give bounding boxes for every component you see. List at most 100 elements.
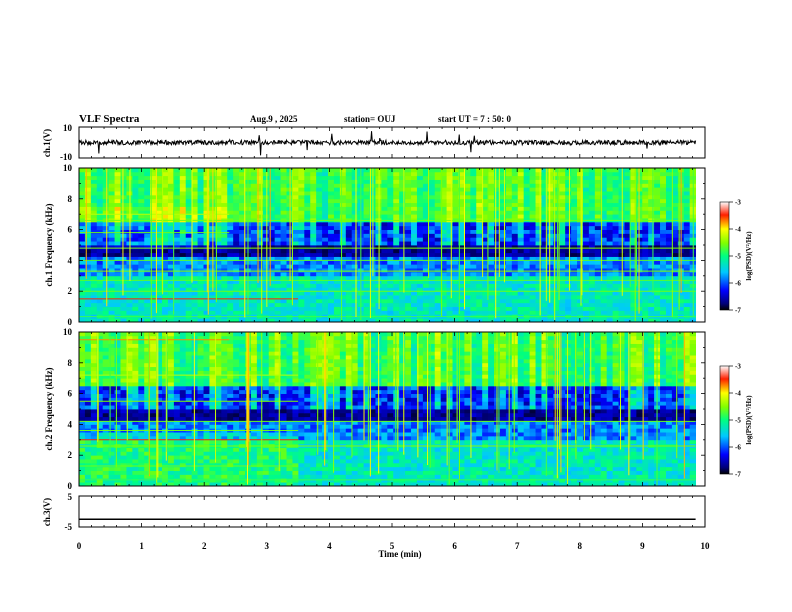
spectrogram-cell: [547, 466, 554, 471]
spectrogram-cell: [84, 214, 92, 219]
spectrogram-cell: [529, 459, 536, 464]
spectrogram-cell: [381, 237, 388, 242]
spectrogram-cell: [511, 225, 519, 230]
spectrogram-cell: [434, 179, 442, 184]
spectrogram-cell: [132, 179, 139, 184]
spectrogram-cell: [167, 187, 175, 192]
spectrogram-cell: [660, 191, 667, 196]
spectrogram-cell: [547, 214, 554, 219]
spectrogram-cell: [162, 287, 169, 292]
spectrogram-cell: [494, 279, 501, 284]
spectrogram-cell: [452, 229, 459, 234]
spectrogram-cell: [132, 221, 139, 227]
spectrogram-cell: [173, 283, 181, 288]
spectrogram-cell: [547, 310, 554, 315]
spectrogram-cell: [630, 179, 637, 184]
spectrogram-cell: [351, 260, 359, 265]
spectrogram-cell: [624, 187, 631, 192]
spectrogram-cell: [618, 252, 625, 257]
spectrogram-cell: [132, 171, 139, 177]
spectrogram-cell: [221, 194, 228, 200]
spectrogram-cell: [422, 295, 430, 300]
spectrogram-cell: [648, 198, 655, 204]
spectrogram-cell: [345, 287, 353, 292]
spectrogram-cell: [499, 268, 507, 273]
spectrogram-cell: [642, 187, 649, 192]
spectrogram-cell: [405, 298, 412, 304]
spectrogram-cell: [612, 168, 619, 173]
spectrogram-cell: [197, 455, 204, 460]
spectrogram-cell: [156, 245, 163, 250]
spectrogram-cell: [624, 279, 631, 284]
spectrogram-cell: [671, 210, 679, 215]
spectrogram-cell: [458, 214, 465, 219]
spectrogram-cell: [179, 221, 187, 227]
spectrogram-cell: [79, 187, 86, 192]
spectrogram-cell: [138, 455, 145, 460]
spectrogram-cell: [416, 275, 424, 281]
spectrogram-cell: [577, 283, 584, 288]
spectrogram-cell: [553, 318, 560, 323]
spectrogram-cell: [612, 318, 619, 323]
spectrogram-cell: [464, 206, 471, 211]
spectrogram-cell: [84, 210, 92, 215]
spectrogram-cell: [683, 198, 691, 204]
spectrogram-cell: [322, 291, 329, 296]
spectrogram-cell: [203, 206, 210, 211]
spectrogram-cell: [102, 275, 110, 281]
spectrogram-cell: [553, 466, 560, 471]
spectrogram-cell: [387, 221, 394, 227]
spectrogram-cell: [351, 183, 359, 188]
spectrogram-cell: [345, 295, 353, 300]
spectrogram-cell: [499, 264, 507, 269]
spectrogram-cell: [440, 275, 447, 281]
spectrogram-cell: [505, 482, 513, 487]
spectrogram-cell: [150, 260, 157, 265]
spectrogram-cell: [541, 478, 548, 483]
spectrogram-cell: [215, 318, 222, 323]
spectrogram-cell: [523, 264, 530, 269]
spectrogram-cell: [84, 283, 92, 288]
spectrogram-cell: [203, 295, 210, 300]
spectrogram-cell: [606, 279, 614, 284]
spectrogram-cell: [310, 237, 317, 242]
spectrogram-cell: [233, 275, 240, 281]
spectrogram-cell: [381, 482, 388, 487]
spectrogram-cell: [511, 462, 519, 468]
spectrogram-cell: [428, 264, 436, 269]
spectrogram-cell: [132, 233, 139, 238]
spectrogram-cell: [446, 287, 453, 292]
spectrogram-cell: [654, 275, 661, 281]
spectrogram-cell: [476, 295, 483, 300]
spectrogram-cell: [274, 237, 281, 242]
spectrogram-cell: [304, 198, 311, 204]
spectrogram-cell: [393, 318, 400, 323]
spectrogram-cell: [333, 260, 341, 265]
spectrogram-cell: [363, 264, 370, 269]
spectrogram-cell: [227, 306, 234, 311]
spectrogram-cell: [84, 275, 92, 281]
spectrogram-cell: [292, 179, 299, 184]
spectrogram-cell: [428, 198, 436, 204]
spectrogram-cell: [90, 248, 98, 254]
spectrogram-cell: [298, 210, 305, 215]
spectrogram-cell: [90, 233, 98, 238]
spectrogram-cell: [642, 241, 649, 246]
spectrogram-cell: [618, 459, 625, 464]
spectrogram-cell: [215, 298, 222, 304]
spectrogram-cell: [618, 268, 625, 273]
spectrogram-cell: [517, 252, 525, 257]
spectrogram-cell: [440, 474, 447, 479]
spectrogram-cell: [606, 179, 614, 184]
spectrogram-cell: [363, 252, 370, 257]
spectrogram-cell: [411, 474, 418, 479]
spectrogram-cell: [197, 264, 204, 269]
spectrogram-cell: [541, 283, 548, 288]
spectrogram-cell: [428, 310, 436, 315]
spectrogram-cell: [446, 229, 453, 234]
spectrogram-cell: [292, 229, 299, 234]
spectrogram-cell: [203, 478, 210, 483]
spectrogram-cell: [476, 179, 483, 184]
spectrogram-cell: [262, 175, 270, 180]
spectrogram-cell: [660, 478, 667, 483]
